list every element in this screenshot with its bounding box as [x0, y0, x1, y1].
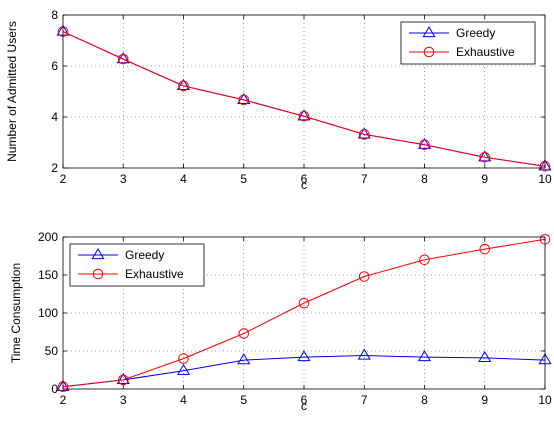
plot-frame [62, 14, 546, 169]
legend-box [400, 21, 536, 65]
data-point [117, 374, 129, 386]
y-axis-label: Number of Admitted Users [5, 21, 19, 162]
y-tick-label: 4 [51, 110, 58, 124]
data-point [478, 150, 492, 162]
x-tick-label: 5 [240, 172, 247, 186]
x-tick-label: 4 [180, 393, 187, 407]
legend: Greedy Exhaustive [69, 243, 205, 287]
y-tick-label: 100 [38, 306, 58, 320]
data-point [357, 348, 371, 360]
x-tick-label: 2 [60, 172, 67, 186]
legend-marker [422, 26, 436, 38]
x-tick-label: 4 [180, 172, 187, 186]
data-point [479, 243, 491, 255]
data-point [237, 353, 251, 365]
y-tick-label: 0 [51, 382, 58, 396]
series-line [62, 238, 546, 388]
data-point [478, 350, 492, 362]
y-tick-label: 2 [51, 161, 58, 175]
data-point [297, 350, 311, 362]
data-point [417, 137, 432, 149]
data-point [358, 271, 370, 282]
series-line [62, 355, 546, 388]
data-point [56, 379, 70, 391]
legend-label: Exhaustive [125, 267, 184, 281]
data-point [358, 129, 370, 140]
x-tick-label: 2 [60, 393, 67, 407]
y-tick-label: 8 [51, 8, 58, 22]
legend-label: Greedy [456, 26, 495, 40]
y-tick-label: 6 [51, 59, 58, 73]
data-point [419, 139, 430, 151]
x-tick-label: 10 [538, 172, 552, 186]
legend-marker [91, 248, 105, 260]
x-axis-label: c [301, 399, 307, 413]
y-tick-label: 150 [38, 268, 58, 282]
data-point [178, 353, 189, 364]
y-tick-label: 200 [38, 230, 58, 244]
chart-1: 2 3 4 5 6 7 8 9 10 2 4 6 8 c Number of Admitted Users G… [5, 8, 552, 192]
data-point [176, 363, 191, 375]
legend: Greedy Exhaustive [400, 21, 536, 65]
x-axis-label: c [301, 178, 307, 192]
x-tick-label: 10 [538, 393, 552, 407]
x-tick-label: 8 [421, 172, 428, 186]
data-point [479, 151, 491, 163]
data-point [538, 159, 552, 171]
y-tick-label: 50 [45, 344, 59, 358]
data-point [238, 328, 250, 339]
legend-label: Greedy [125, 248, 164, 262]
series-exhaustive [57, 233, 551, 393]
data-point [298, 110, 310, 122]
data-point [419, 254, 430, 266]
x-tick-label: 9 [481, 393, 488, 407]
data-point [178, 80, 189, 92]
legend-marker [423, 46, 435, 58]
data-point [238, 94, 250, 106]
y-axis-label: Time Consumption [9, 263, 23, 363]
x-tick-label: 3 [120, 172, 127, 186]
data-point [117, 53, 129, 65]
legend-box [69, 243, 205, 287]
x-tick-label: 8 [421, 393, 428, 407]
x-tick-label: 5 [240, 393, 247, 407]
x-tick-label: 6 [301, 172, 308, 186]
series-line [62, 31, 546, 167]
data-point [237, 92, 251, 105]
x-tick-label: 3 [120, 393, 127, 407]
x-tick-label: 9 [481, 172, 488, 186]
legend-marker [92, 268, 104, 280]
x-tick-label: 6 [301, 393, 308, 407]
data-point [417, 350, 432, 362]
plot-frame [62, 236, 546, 390]
x-tick-label: 7 [361, 172, 368, 186]
data-point [298, 297, 310, 309]
x-tick-label: 7 [361, 393, 368, 407]
legend-label: Exhaustive [456, 45, 515, 59]
